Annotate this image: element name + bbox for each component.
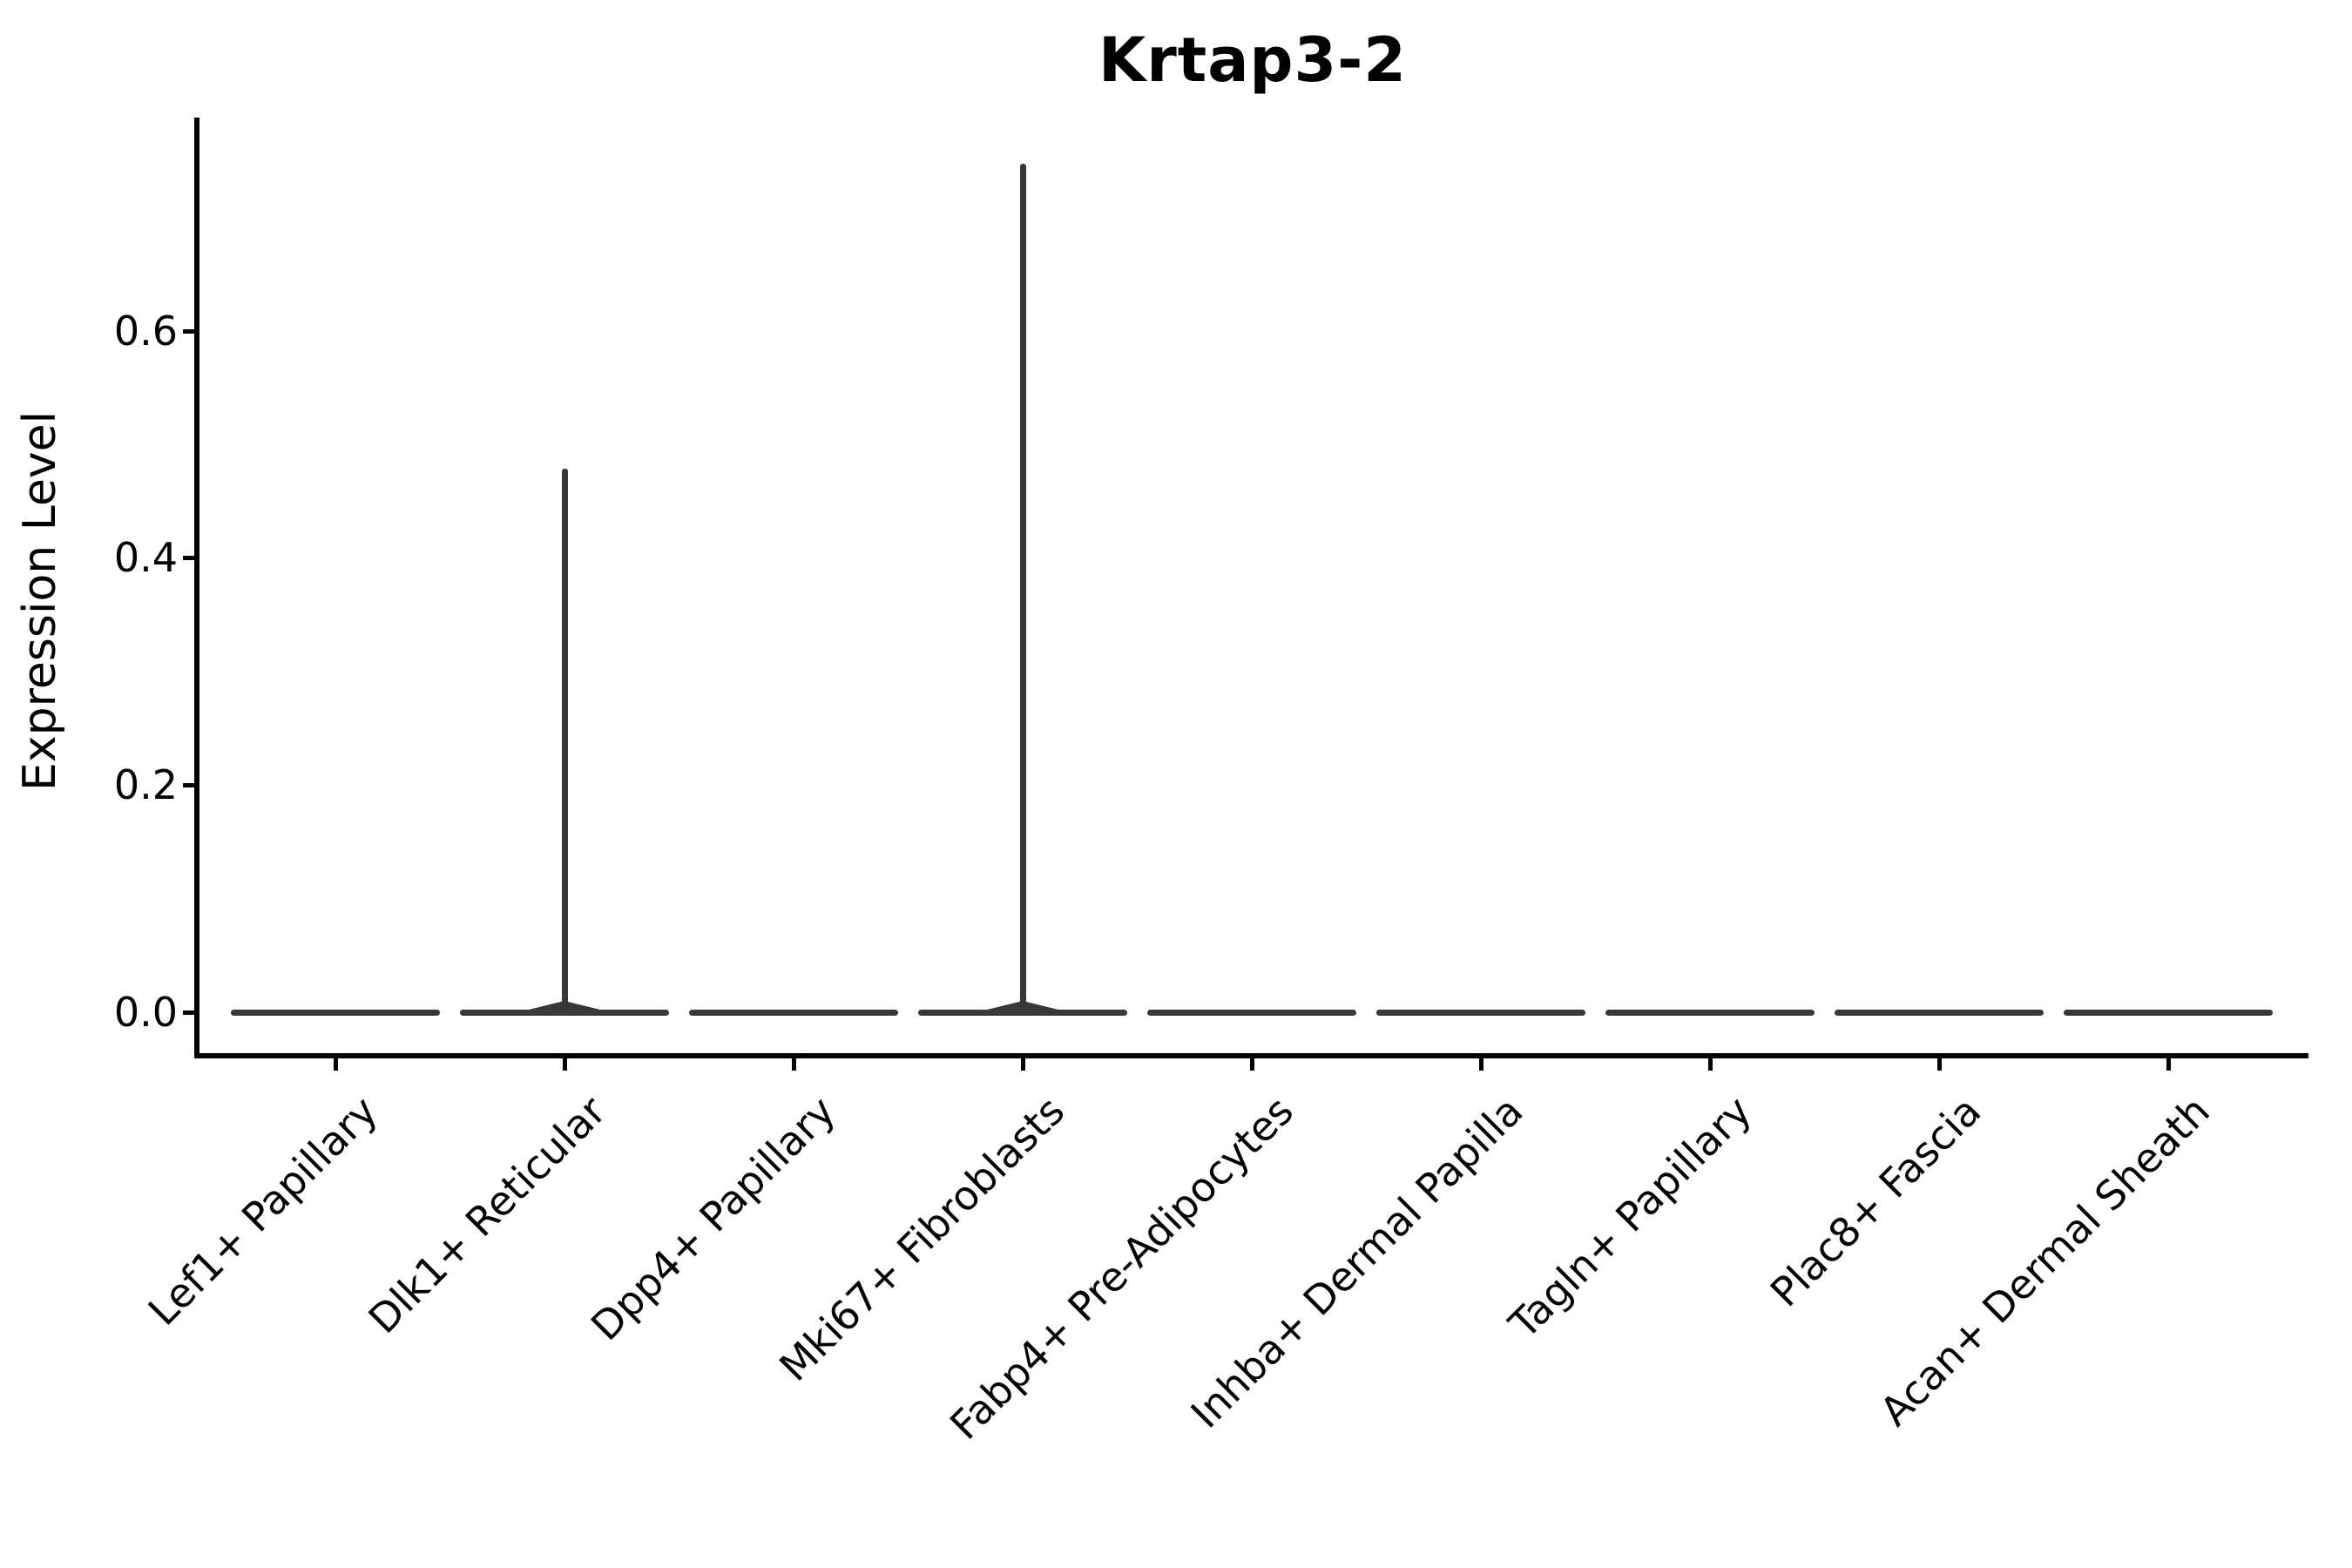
x-tick-mark xyxy=(563,1057,567,1071)
violin-body-fabp4-pre-adipocytes xyxy=(1147,1010,1356,1016)
y-axis-spine xyxy=(194,118,199,1058)
x-tick-label: Dpp4+ Papillary xyxy=(581,1087,845,1350)
y-tick-label: 0.2 xyxy=(113,761,178,808)
plot-title: Krtap3-2 xyxy=(1098,24,1408,96)
x-tick-mark xyxy=(1021,1057,1025,1071)
y-axis-label: Expression Level xyxy=(14,410,66,792)
x-tick-mark xyxy=(334,1057,338,1071)
violin-body-lef1-papillary xyxy=(231,1010,440,1016)
violin-spike-dlk1-reticular xyxy=(562,469,568,1013)
x-tick-label: Lef1+ Papillary xyxy=(139,1087,387,1335)
x-tick-mark xyxy=(1479,1057,1484,1071)
violin-body-tagln-papillary xyxy=(1605,1010,1815,1016)
violin-spike-mki67-fibroblasts xyxy=(1020,164,1026,1013)
y-tick-label: 0.0 xyxy=(113,989,178,1036)
x-tick-mark xyxy=(2166,1057,2171,1071)
y-tick-mark xyxy=(183,556,195,560)
x-tick-mark xyxy=(1937,1057,1942,1071)
y-tick-label: 0.6 xyxy=(113,308,178,355)
x-tick-mark xyxy=(1708,1057,1713,1071)
x-tick-label: Tagln+ Papillary xyxy=(1500,1087,1761,1348)
violin-body-acan-dermal-sheath xyxy=(2064,1010,2273,1016)
violin-body-plac8-fascia xyxy=(1835,1010,2044,1016)
violin-body-inhba-dermal-papilla xyxy=(1376,1010,1585,1016)
x-tick-label: Plac8+ Fascia xyxy=(1761,1087,1990,1316)
y-tick-mark xyxy=(183,783,195,787)
y-tick-label: 0.4 xyxy=(113,534,178,581)
y-tick-mark xyxy=(183,329,195,334)
y-tick-mark xyxy=(183,1010,195,1015)
x-tick-mark xyxy=(1250,1057,1254,1071)
violin-body-dpp4-papillary xyxy=(689,1010,898,1016)
x-tick-label: Dlk1+ Reticular xyxy=(359,1087,616,1343)
x-tick-mark xyxy=(792,1057,796,1071)
x-axis-spine xyxy=(194,1053,2308,1058)
